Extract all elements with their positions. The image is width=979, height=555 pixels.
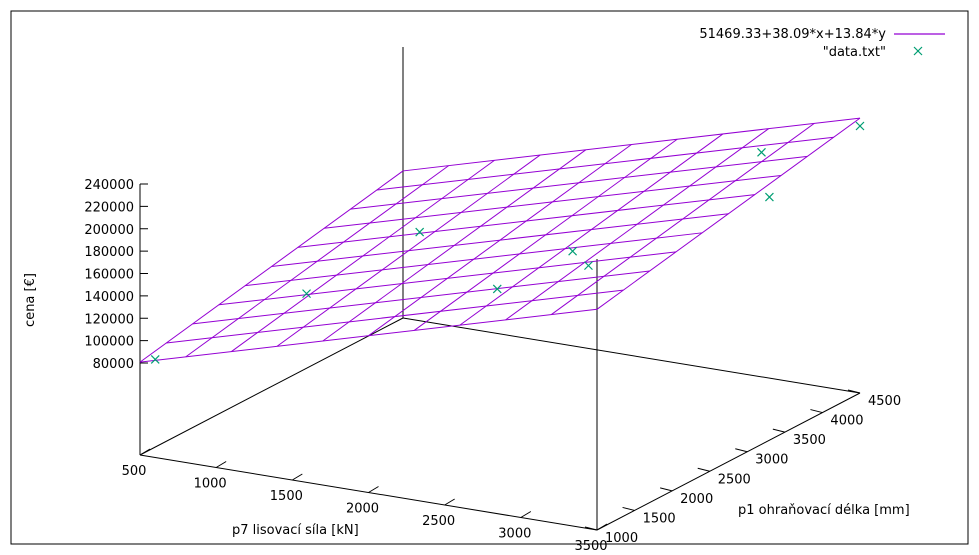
y-tick-label: 4500 <box>868 394 901 409</box>
y-tick-mark <box>810 409 823 414</box>
data-point <box>302 289 311 299</box>
x-tick-mark <box>520 511 532 518</box>
z-tick-label: 240000 <box>84 178 134 193</box>
y-tick-label: 1500 <box>643 511 676 526</box>
y-tick-mark <box>622 506 635 511</box>
fit-surface <box>139 117 861 363</box>
surface-grid-line-y <box>245 232 703 287</box>
legend-label-surface: 51469.33+38.09*x+13.84*y <box>699 27 886 42</box>
z-axis-label: cena [€] <box>23 273 38 327</box>
x-tick-label: 3000 <box>498 527 531 542</box>
x-axis-label: p7 lisovací síla [kN] <box>232 523 359 538</box>
x-tick-mark <box>596 523 608 531</box>
data-point <box>150 355 160 364</box>
x-tick-mark <box>368 486 379 493</box>
x-tick-label: 1500 <box>270 489 303 504</box>
surface-grid-line-y <box>297 194 755 248</box>
z-tick-label: 100000 <box>84 335 134 350</box>
surface-grid-line-y <box>271 213 729 268</box>
y-tick-label: 2000 <box>680 492 713 507</box>
axes <box>139 47 861 531</box>
base-edge-front-y <box>596 392 861 531</box>
surface-grid-line-y <box>376 136 834 191</box>
data-point <box>584 261 593 271</box>
z-tick-label: 200000 <box>84 223 134 238</box>
surface-grid-line-y <box>350 155 808 210</box>
z-tick-label: 80000 <box>93 357 134 372</box>
y-tick-mark <box>697 467 710 472</box>
data-point <box>415 227 425 237</box>
legend-label-points: "data.txt" <box>823 45 886 60</box>
surface-grid-line-y <box>402 117 861 172</box>
x-tick-label: 1000 <box>194 477 227 492</box>
surface-grid-line-y <box>139 308 598 363</box>
x-tick-label: 2500 <box>422 514 455 529</box>
y-tick-label: 3500 <box>793 433 826 448</box>
surface-grid-line-y <box>192 270 650 325</box>
x-tick-label: 500 <box>122 464 147 479</box>
z-tick-label: 160000 <box>84 268 134 283</box>
data-point <box>568 246 578 256</box>
y-axis-label: p1 ohraňovací délka [mm] <box>738 503 910 518</box>
x-tick-mark <box>215 461 227 468</box>
y-tick-mark <box>847 389 861 394</box>
surface-grid-line-y <box>218 251 676 306</box>
data-points <box>150 121 865 364</box>
base-edge-back-x <box>402 317 861 394</box>
x-tick-label: 2000 <box>346 502 379 517</box>
legend-marker-points <box>913 46 923 56</box>
data-point <box>855 121 865 131</box>
surface-grid-line-y <box>324 174 782 229</box>
z-tick-label: 220000 <box>84 200 134 215</box>
z-tick-label: 120000 <box>84 312 134 327</box>
y-tick-label: 3000 <box>755 453 788 468</box>
tick-labels: 80000 100000 120000 140000 160000 180000 20000… <box>84 178 901 554</box>
x-tick-label: 3500 <box>574 539 607 554</box>
x-tick-mark <box>444 498 455 506</box>
z-tick-label: 180000 <box>84 245 134 260</box>
data-point <box>492 284 502 294</box>
plot-border <box>10 10 969 545</box>
y-tick-mark <box>735 448 748 453</box>
base-edge-back-y <box>139 317 404 456</box>
surface-grid-line-y <box>166 289 624 344</box>
x-tick-mark <box>139 448 151 456</box>
y-tick-mark <box>660 487 673 492</box>
data-point <box>757 147 766 157</box>
y-tick-mark <box>772 428 785 433</box>
x-tick-mark <box>292 473 303 481</box>
y-tick-label: 2500 <box>718 472 751 487</box>
y-tick-mark <box>584 526 598 531</box>
legend: 51469.33+38.09*x+13.84*y "data.txt" <box>699 27 945 60</box>
data-point <box>764 192 774 202</box>
y-tick-label: 1000 <box>605 531 638 546</box>
z-tick-label: 140000 <box>84 290 134 305</box>
y-tick-label: 4000 <box>830 414 863 429</box>
